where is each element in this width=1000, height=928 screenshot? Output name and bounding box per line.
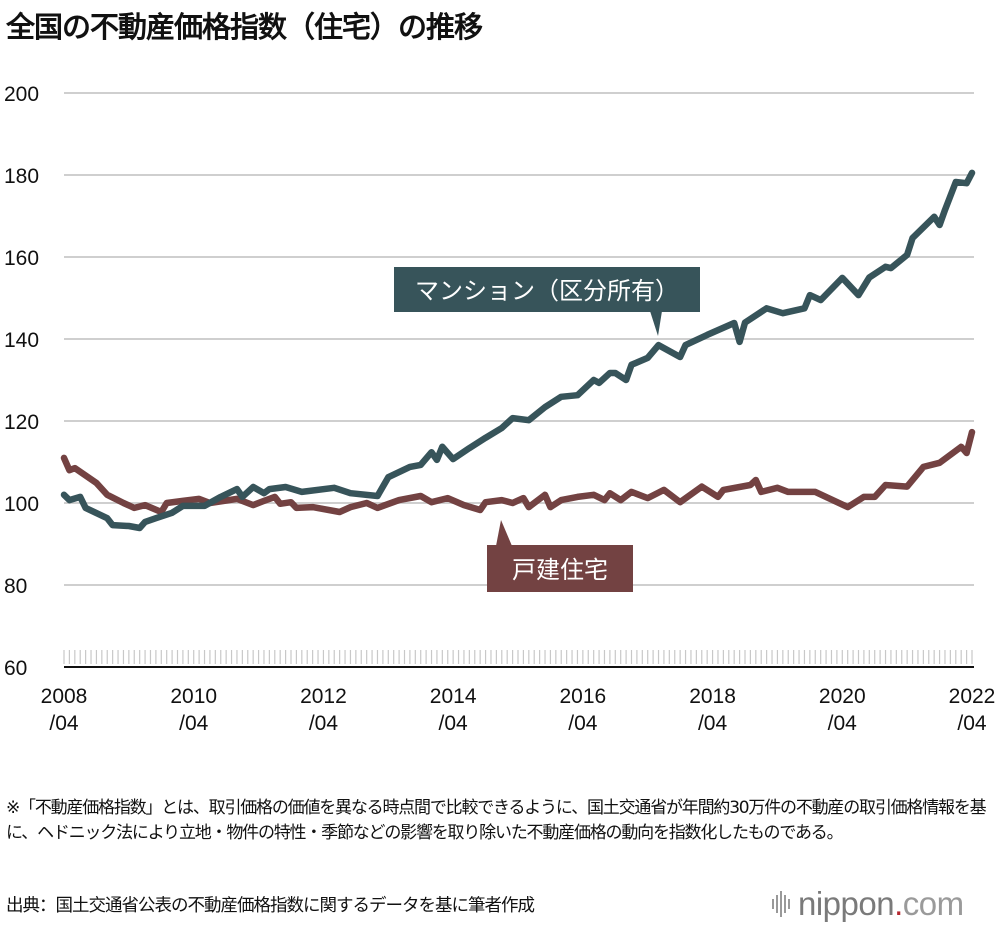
x-axis: 2008/04 2010/04 2012/04 2014/04 2016/04 2018 /… [41, 685, 996, 735]
nippon-logo: nippon.com [772, 884, 964, 924]
series-lines [60, 169, 976, 532]
series-line-detached [60, 428, 976, 516]
x-tick-year: 2016 [559, 685, 606, 708]
y-tick-label: 140 [4, 329, 39, 352]
condo-label-text: マンション（区分所有） [415, 277, 679, 305]
y-tick-label: 100 [4, 493, 39, 516]
logo-text: nippon [798, 885, 895, 922]
x-tick-month: /04 [957, 712, 987, 735]
x-tick-month: /04 [49, 712, 79, 735]
x-tick-year: 2012 [300, 685, 347, 708]
footnote: ※「不動産価格指数」とは、取引価格の価値を異なる時点間で比較できるように、国土交… [6, 798, 987, 843]
x-tick-month: /04 [309, 712, 339, 735]
x-tick-month: /04 [698, 712, 728, 735]
x-tick-year: 2022 [949, 685, 996, 708]
detached-label-pointer [496, 520, 512, 546]
x-tick-month: /04 [179, 712, 209, 735]
y-tick-label: 80 [4, 575, 27, 598]
y-tick-label: 60 [4, 657, 27, 680]
series-labels: マンション（区分所有） 戸建住宅 [394, 267, 700, 592]
detached-label-box [487, 545, 633, 592]
condo-label-box [394, 267, 700, 312]
y-tick-label: 180 [4, 165, 39, 188]
series-line-condo [60, 169, 976, 532]
y-tick-label: 120 [4, 411, 39, 434]
logo-bars-icon [772, 891, 790, 917]
logo-suffix: com [902, 885, 964, 922]
line-chart: 60 80 100 120 140 160 180 200 2008/04 2010/04 201… [4, 83, 996, 735]
y-axis: 60 80 100 120 140 160 180 200 [4, 83, 39, 680]
detached-label-text: 戸建住宅 [512, 556, 608, 584]
x-tick-month: /04 [568, 712, 598, 735]
condo-label-pointer [650, 311, 662, 336]
x-tick-year: 2008 [41, 685, 88, 708]
chart-title: 全国の不動産価格指数（住宅）の推移 [6, 10, 483, 44]
y-tick-label: 200 [4, 83, 39, 106]
x-tick-year: 2014 [430, 685, 477, 708]
logo-dot: . [894, 885, 903, 922]
x-tick-year: 2020 [819, 685, 866, 708]
source-text: 出典：国土交通省公表の不動産価格指数に関するデータを基に筆者作成 [6, 896, 535, 916]
x-tick-year: 2010 [170, 685, 217, 708]
x-tick-month: /04 [828, 712, 858, 735]
minor-ticks [63, 650, 973, 664]
x-tick-month: /04 [439, 712, 469, 735]
x-tick-year: 2018 [689, 685, 736, 708]
y-tick-label: 160 [4, 247, 39, 270]
